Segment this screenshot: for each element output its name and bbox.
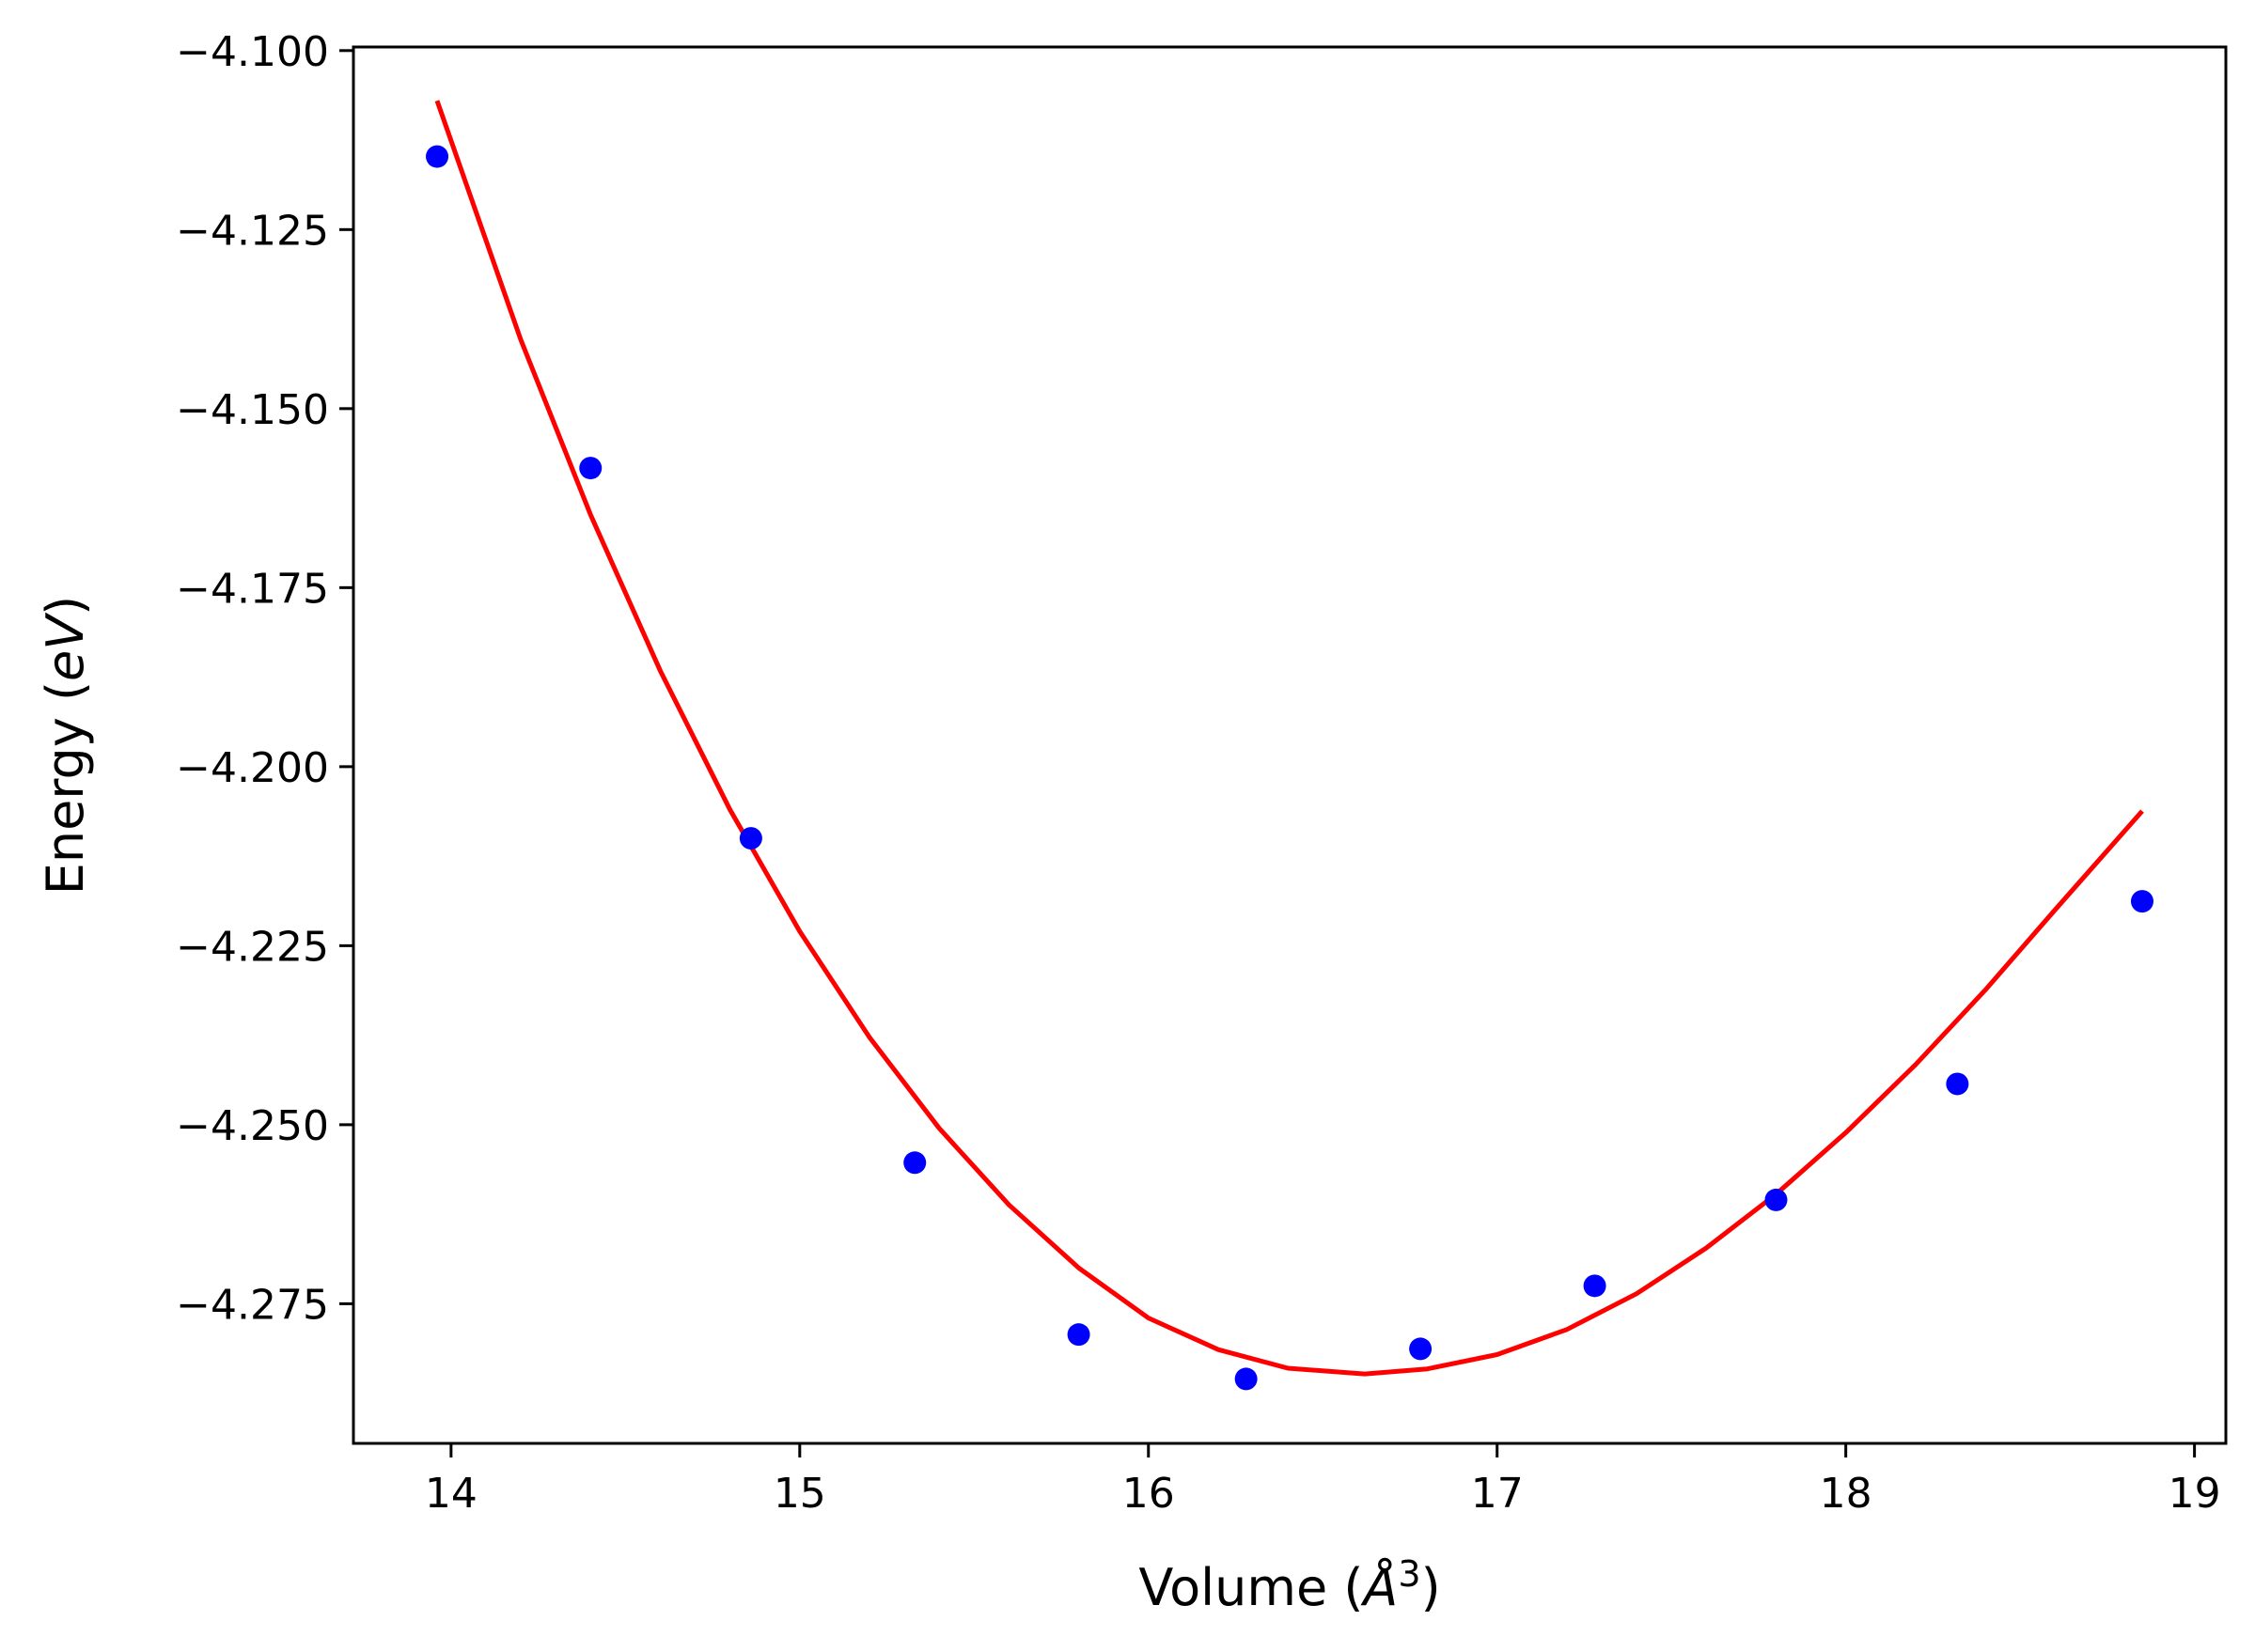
x-tick-label: 18 xyxy=(1820,1470,1872,1518)
y-tick-label: −4.175 xyxy=(176,565,329,613)
y-tick-label: −4.275 xyxy=(176,1281,329,1329)
y-tick-label: −4.125 xyxy=(176,207,329,255)
y-axis-label-unit: eV xyxy=(36,612,95,681)
data-point xyxy=(1764,1188,1788,1211)
x-axis-label: Volume (Å3) xyxy=(1138,1553,1440,1617)
y-tick-label: −4.100 xyxy=(176,28,329,76)
y-tick-label: −4.250 xyxy=(176,1102,329,1150)
x-axis-label-close: ) xyxy=(1421,1558,1441,1617)
data-point xyxy=(903,1151,927,1175)
y-tick-label: −4.225 xyxy=(176,923,329,971)
x-tick-label: 19 xyxy=(2169,1470,2221,1518)
y-axis-label-close: ) xyxy=(36,596,95,616)
data-point xyxy=(1946,1072,1969,1096)
data-point xyxy=(426,145,449,168)
x-axis-label-symbol: Å xyxy=(1360,1557,1398,1617)
x-tick-label: 17 xyxy=(1471,1470,1524,1518)
data-point xyxy=(1583,1274,1606,1298)
y-axis-label: Energy (eV) xyxy=(36,596,95,896)
y-axis-label-text: Energy ( xyxy=(36,681,95,895)
x-tick-label: 15 xyxy=(774,1470,826,1518)
plot-area xyxy=(352,45,2228,1445)
fit-curve xyxy=(434,100,2144,1377)
data-point xyxy=(1067,1323,1090,1347)
x-axis-ticks: 14 15 16 17 18 19 xyxy=(425,1443,2221,1518)
y-tick-label: −4.200 xyxy=(176,744,329,792)
series-layer xyxy=(426,100,2153,1391)
data-point xyxy=(739,827,762,850)
x-axis-label-text: Volume ( xyxy=(1138,1558,1363,1617)
x-tick-label: 16 xyxy=(1122,1470,1175,1518)
data-point xyxy=(1409,1337,1433,1361)
x-axis-label-exponent: 3 xyxy=(1398,1553,1420,1595)
data-point xyxy=(1234,1367,1258,1391)
data-point xyxy=(2130,890,2153,913)
y-tick-label: −4.150 xyxy=(176,386,329,434)
y-axis-ticks: −4.100 −4.125 −4.150 −4.175 −4.200 −4.225 −4.2… xyxy=(176,28,353,1329)
data-point xyxy=(579,457,603,480)
x-tick-label: 14 xyxy=(425,1470,478,1518)
